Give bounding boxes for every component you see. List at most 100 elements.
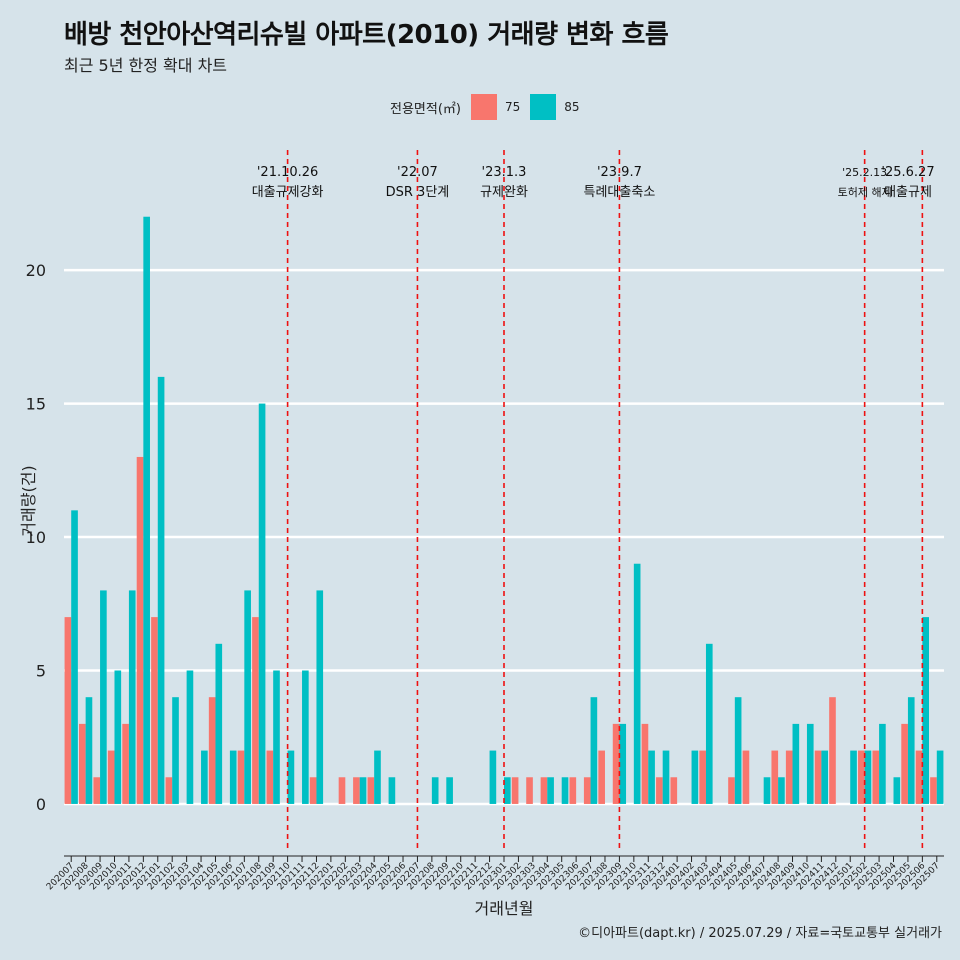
bar-75-202507 xyxy=(930,777,937,804)
x-axis-title: 거래년월 xyxy=(475,899,534,918)
bar-85-202009 xyxy=(100,590,107,804)
bar-85-202304 xyxy=(547,777,554,804)
bar-75-202312 xyxy=(656,777,663,804)
bar-85-202108 xyxy=(258,403,266,804)
bar-85-202209 xyxy=(446,777,453,804)
event-date-202502: '25.2.13 xyxy=(842,166,887,179)
bar-85-202501 xyxy=(850,750,857,804)
bar-85-202502 xyxy=(864,750,872,804)
bar-75-202109 xyxy=(266,750,274,804)
y-tick-label-10: 10 xyxy=(26,528,46,547)
y-tick-label-20: 20 xyxy=(26,261,46,280)
bar-85-202010 xyxy=(114,670,122,804)
bar-85-202410 xyxy=(806,723,814,804)
y-tick-label-5: 5 xyxy=(36,661,46,680)
bar-85-202101 xyxy=(157,376,165,804)
bar-75-202403 xyxy=(699,750,706,804)
bar-75-202108 xyxy=(252,617,259,804)
bar-85-202408 xyxy=(778,777,785,804)
bar-85-202310 xyxy=(633,563,641,804)
chart-subtitle: 최근 5년 한정 확대 차트 xyxy=(64,56,228,75)
source-caption: ©디아파트(dapt.kr) / 2025.07.29 / 자료=국토교통부 실… xyxy=(578,926,942,941)
bar-75-202411 xyxy=(814,750,822,804)
bar-75-202401 xyxy=(670,777,678,804)
bar-85-202402 xyxy=(691,750,699,804)
bar-85-202205 xyxy=(388,777,396,804)
y-tick-label-0: 0 xyxy=(36,795,46,814)
bar-75-202204 xyxy=(367,777,375,804)
bar-85-202403 xyxy=(705,643,713,804)
bar-85-202503 xyxy=(879,723,886,804)
bar-85-202506 xyxy=(922,617,929,804)
event-label-202309: 특례대출축소 xyxy=(584,185,656,200)
bar-75-202202 xyxy=(338,777,346,804)
bar-85-202204 xyxy=(374,750,381,804)
bar-75-202503 xyxy=(872,750,880,804)
bar-75-202306 xyxy=(569,777,577,804)
bar-85-202104 xyxy=(201,750,208,804)
event-label-202506: 대출규제 xyxy=(884,185,932,200)
y-axis-title: 거래량(건) xyxy=(19,465,38,536)
bar-85-202311 xyxy=(648,750,655,804)
bar-85-202305 xyxy=(561,777,569,804)
bar-85-202301 xyxy=(504,777,511,804)
bar-75-202502 xyxy=(858,750,865,804)
bar-75-202008 xyxy=(79,723,86,804)
event-date-202110: '21.10.26 xyxy=(257,165,318,180)
bar-85-202407 xyxy=(763,777,771,804)
bar-85-202102 xyxy=(172,697,179,804)
bar-75-202105 xyxy=(208,697,216,804)
bar-85-202504 xyxy=(893,777,901,804)
bar-75-202309 xyxy=(612,723,620,804)
legend-item-85: 85 xyxy=(530,94,580,120)
bar-85-202312 xyxy=(662,750,670,804)
bar-85-202106 xyxy=(229,750,237,804)
bar-85-202007 xyxy=(71,510,78,804)
bar-85-202507 xyxy=(936,750,944,804)
bar-85-202107 xyxy=(244,590,251,804)
legend-item-75: 75 xyxy=(470,94,520,120)
event-label-202207: DSR 3단계 xyxy=(386,185,450,200)
bar-75-202412 xyxy=(829,697,836,804)
bar-75-202112 xyxy=(309,777,317,804)
event-date-202207: '22.07 xyxy=(397,165,438,180)
bar-85-202309 xyxy=(619,723,627,804)
bar-85-202011 xyxy=(128,590,136,804)
bar-75-202011 xyxy=(122,723,129,804)
event-label-202110: 대출규제강화 xyxy=(252,185,324,200)
event-date-202301: '23.1.3 xyxy=(482,165,527,180)
chart-title: 배방 천안아산역리슈빌 아파트(2010) 거래량 변화 흐름 xyxy=(64,20,669,50)
bar-75-202009 xyxy=(93,777,101,804)
bar-85-202208 xyxy=(431,777,439,804)
bar-85-202411 xyxy=(821,750,829,804)
bar-75-202405 xyxy=(728,777,735,804)
bar-85-202505 xyxy=(907,697,915,804)
legend-swatch-75 xyxy=(470,94,497,120)
bar-75-202506 xyxy=(915,750,923,804)
bar-85-202112 xyxy=(316,590,324,804)
legend: 전용면적(㎡) 75 85 xyxy=(390,92,590,122)
bar-85-202405 xyxy=(734,697,742,804)
bar-75-202010 xyxy=(107,750,115,804)
bar-75-202304 xyxy=(540,777,548,804)
bar-75-202303 xyxy=(526,777,533,804)
event-label-202301: 규제완화 xyxy=(480,185,528,200)
bar-85-202307 xyxy=(590,697,598,804)
event-label-202502: 토허제 해제 xyxy=(838,185,892,199)
bar-85-202109 xyxy=(273,670,280,804)
bar-85-202212 xyxy=(489,750,497,804)
bar-85-202409 xyxy=(792,723,800,804)
bar-85-202008 xyxy=(85,697,93,804)
event-date-202506: '25.6.27 xyxy=(881,165,934,180)
bar-75-202107 xyxy=(237,750,245,804)
bar-75-202007 xyxy=(64,617,72,804)
bar-85-202103 xyxy=(186,670,194,804)
bar-75-202307 xyxy=(583,777,591,804)
legend-label-85: 85 xyxy=(564,100,580,114)
bar-75-202308 xyxy=(598,750,605,804)
bar-75-202101 xyxy=(151,617,158,804)
bar-75-202409 xyxy=(785,750,793,804)
bar-75-202406 xyxy=(742,750,750,804)
bar-85-202012 xyxy=(143,216,150,804)
bar-75-202505 xyxy=(901,723,908,804)
